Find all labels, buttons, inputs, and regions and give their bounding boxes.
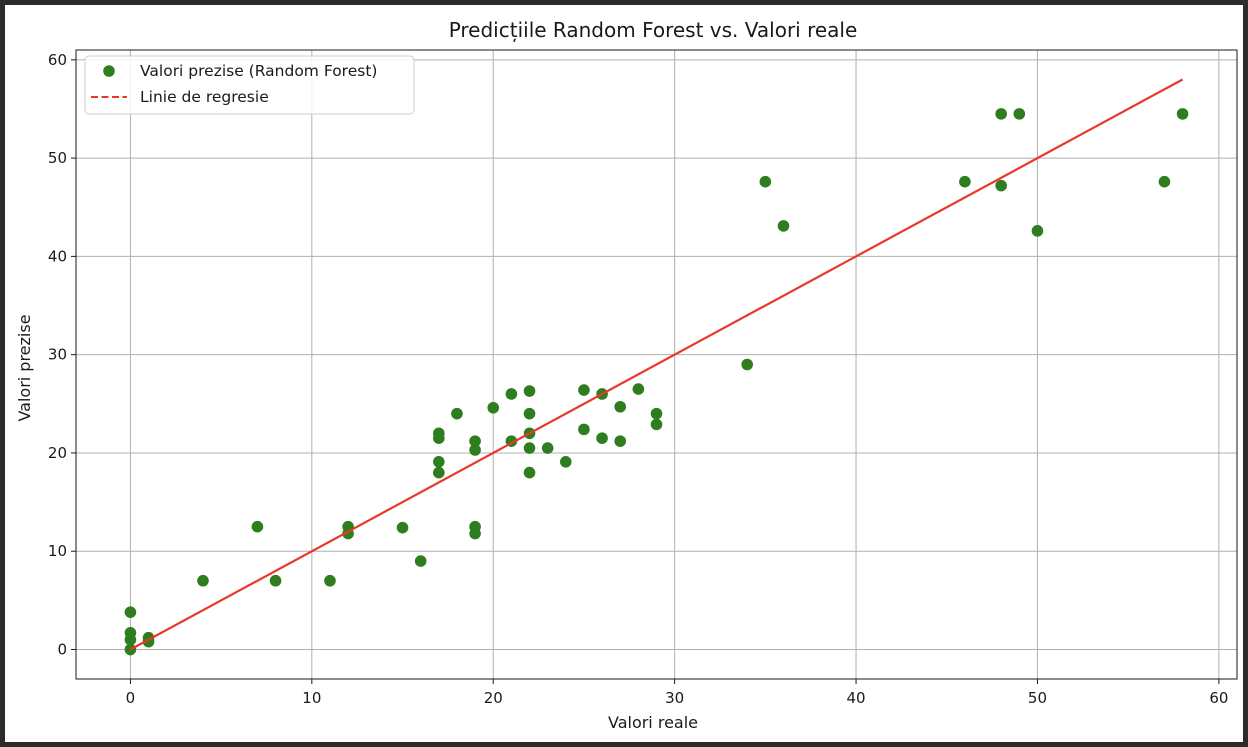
- data-point: [1176, 108, 1189, 120]
- legend-box: [84, 55, 415, 115]
- axes-frame: [75, 49, 1238, 680]
- x-tick-label: 30: [665, 689, 684, 707]
- data-point: [124, 633, 137, 646]
- data-point: [251, 520, 264, 533]
- grid-lines: [76, 50, 1237, 679]
- y-tick-label: 0: [57, 641, 67, 659]
- scatter-chart: Predicțiile Random Forest vs. Valori rea…: [15, 18, 1238, 732]
- legend-label-line: Linie de regresie: [140, 88, 269, 106]
- data-point: [469, 527, 481, 540]
- data-point: [197, 574, 209, 587]
- data-point: [324, 574, 336, 587]
- data-point: [759, 175, 772, 188]
- chart-frame: Predicțiile Random Forest vs. Valori rea…: [5, 5, 1243, 742]
- data-point: [433, 466, 445, 479]
- data-point: [451, 407, 463, 420]
- data-point: [414, 555, 427, 567]
- data-point: [995, 108, 1007, 120]
- y-axis-label: Valori prezise: [15, 314, 34, 421]
- data-point: [1158, 175, 1171, 188]
- data-point: [578, 384, 590, 396]
- data-point: [596, 432, 608, 445]
- y-tick-label: 10: [48, 542, 67, 560]
- data-point: [959, 175, 971, 188]
- plot-area: [124, 78, 1189, 656]
- axis-ticks: 0 10 20 30 40 50 60 0 10 20 30 40 50 60: [48, 51, 1229, 707]
- regression-line: [129, 78, 1184, 651]
- data-point: [614, 435, 627, 447]
- data-point: [650, 418, 663, 431]
- data-point: [995, 179, 1007, 192]
- data-point: [396, 521, 409, 534]
- data-point: [505, 388, 518, 400]
- x-tick-label: 40: [847, 689, 866, 707]
- data-point: [433, 432, 445, 445]
- data-point: [523, 407, 536, 420]
- data-point: [523, 385, 536, 397]
- data-point: [614, 400, 627, 413]
- data-point: [541, 442, 554, 454]
- y-tick-label: 40: [48, 247, 67, 265]
- x-tick-label: 60: [1209, 689, 1228, 707]
- data-point: [741, 358, 754, 371]
- x-tick-label: 0: [126, 689, 136, 707]
- y-tick-label: 20: [48, 444, 67, 462]
- legend: Valori prezise (Random Forest) Linie de …: [84, 55, 415, 115]
- data-point: [559, 455, 572, 468]
- x-axis-label: Valori reale: [608, 713, 698, 732]
- x-tick-label: 50: [1028, 689, 1047, 707]
- data-point: [632, 383, 645, 395]
- chart-title: Predicțiile Random Forest vs. Valori rea…: [449, 18, 858, 42]
- data-point: [523, 442, 536, 454]
- data-point: [1031, 225, 1044, 237]
- data-point: [777, 220, 790, 232]
- data-point: [469, 444, 481, 456]
- data-point: [650, 407, 663, 420]
- x-tick-label: 20: [484, 689, 503, 707]
- data-point: [269, 574, 282, 587]
- data-point: [487, 401, 500, 414]
- x-tick-label: 10: [302, 689, 321, 707]
- data-point: [433, 455, 445, 468]
- data-point: [1013, 108, 1026, 120]
- legend-marker-scatter: [103, 65, 115, 77]
- data-point: [124, 606, 137, 618]
- data-point: [469, 435, 481, 447]
- data-point: [578, 423, 590, 436]
- y-tick-label: 30: [48, 346, 67, 364]
- y-tick-label: 50: [48, 149, 67, 167]
- legend-label-scatter: Valori prezise (Random Forest): [140, 62, 377, 80]
- data-point: [523, 466, 536, 479]
- y-tick-label: 60: [48, 51, 67, 69]
